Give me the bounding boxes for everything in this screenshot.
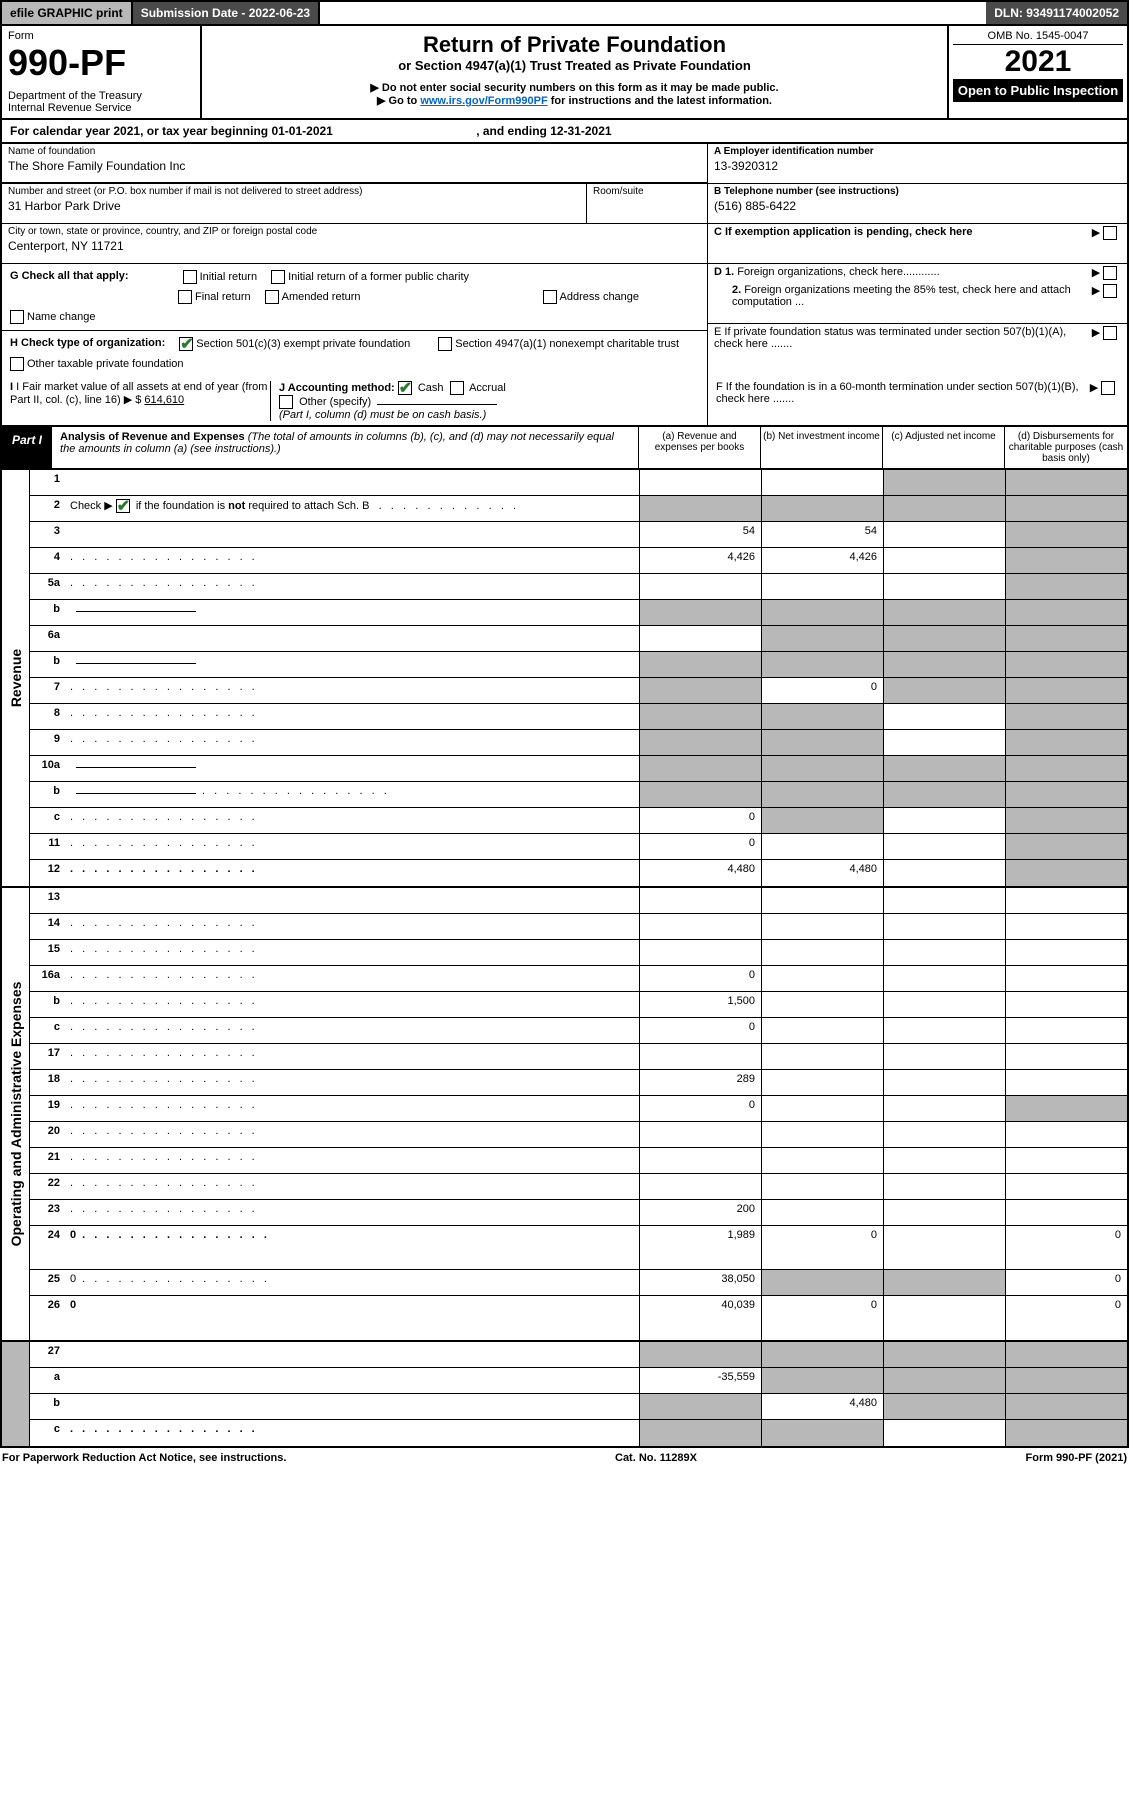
g-checkboxes: G Check all that apply: Initial return I… [2,264,707,331]
chk-d2[interactable] [1103,284,1117,298]
table-row: 6a [30,626,1127,652]
fmv-assets: 614,610 [144,394,184,406]
e-label: E If private foundation status was termi… [714,326,1091,362]
table-row: 14 [30,914,1127,940]
street-address: 31 Harbor Park Drive [8,199,580,213]
table-row: 15 [30,940,1127,966]
top-bar: efile GRAPHIC print Submission Date - 20… [0,0,1129,26]
revenue-table: Revenue 12Check ▶ if the foundation is n… [0,470,1129,888]
chk-other-taxable[interactable] [10,357,24,371]
chk-d1[interactable] [1103,266,1117,280]
table-row: 23200 [30,1200,1127,1226]
table-row: 2401,98900 [30,1226,1127,1270]
irs: Internal Revenue Service [8,102,194,114]
dept: Department of the Treasury [8,90,194,102]
form-label: Form [8,30,194,42]
table-row: 21 [30,1148,1127,1174]
table-row: 8 [30,704,1127,730]
table-row: b [30,600,1127,626]
paperwork-notice: For Paperwork Reduction Act Notice, see … [2,1452,286,1464]
chk-f[interactable] [1101,381,1115,395]
chk-amended-return[interactable] [265,290,279,304]
foundation-name: The Shore Family Foundation Inc [8,159,701,173]
table-row: b [30,652,1127,678]
table-row: 25038,0500 [30,1270,1127,1296]
col-a-hdr: (a) Revenue and expenses per books [639,427,761,468]
bottom-table: 27a-35,559b4,480c [0,1342,1129,1448]
table-row: 27 [30,1342,1127,1368]
table-row: 124,4804,480 [30,860,1127,886]
table-row: b4,480 [30,1394,1127,1420]
page-footer: For Paperwork Reduction Act Notice, see … [0,1448,1129,1468]
chk-exemption-pending[interactable] [1103,226,1117,240]
table-row: 17 [30,1044,1127,1070]
efile-label[interactable]: efile GRAPHIC print [2,2,133,24]
table-row: c [30,1420,1127,1446]
city-state-zip: Centerport, NY 11721 [8,239,701,253]
h-checkboxes: H Check type of organization: Section 50… [2,331,707,377]
ein: 13-3920312 [714,159,1121,173]
form-note2: ▶ Go to www.irs.gov/Form990PF for instru… [208,94,941,107]
table-row: 13 [30,888,1127,914]
omb-no: OMB No. 1545-0047 [953,28,1123,45]
table-row: c0 [30,1018,1127,1044]
part1-header: Part I Analysis of Revenue and Expenses … [0,426,1129,470]
chk-name-change[interactable] [10,310,24,324]
table-row: 35454 [30,522,1127,548]
table-row: 20 [30,1122,1127,1148]
f-label: F If the foundation is in a 60-month ter… [716,381,1089,421]
chk-e[interactable] [1103,326,1117,340]
table-row: 110 [30,834,1127,860]
table-row: 44,4264,426 [30,548,1127,574]
name-addr-cell: Name of foundation The Shore Family Foun… [2,144,707,184]
chk-initial-former[interactable] [271,270,285,284]
table-row: 18289 [30,1070,1127,1096]
expenses-table: Operating and Administrative Expenses 13… [0,888,1129,1342]
period-begin: 01-01-2021 [271,124,332,138]
table-row: 2Check ▶ if the foundation is not requir… [30,496,1127,522]
form-number: 990-PF [8,42,194,84]
table-row: 5a [30,574,1127,600]
col-d-hdr: (d) Disbursements for charitable purpose… [1005,427,1127,468]
table-row: 26040,03900 [30,1296,1127,1340]
telephone: (516) 885-6422 [714,199,1121,213]
table-row: 190 [30,1096,1127,1122]
chk-501c3[interactable] [179,337,193,351]
form-note1: ▶ Do not enter social security numbers o… [208,81,941,94]
table-row: c0 [30,808,1127,834]
chk-other-method[interactable] [279,395,293,409]
form-header: Form 990-PF Department of the Treasury I… [0,26,1129,120]
table-row: 1 [30,470,1127,496]
period-row: For calendar year 2021, or tax year begi… [0,120,1129,144]
col-c-hdr: (c) Adjusted net income [883,427,1005,468]
table-row: 16a0 [30,966,1127,992]
submission-date: Submission Date - 2022-06-23 [133,2,320,24]
dln: DLN: 93491174002052 [986,2,1127,24]
table-row: 70 [30,678,1127,704]
chk-4947a1[interactable] [438,337,452,351]
form-ref: Form 990-PF (2021) [1026,1452,1127,1464]
chk-schB[interactable] [116,499,130,513]
period-end: 12-31-2021 [550,124,611,138]
open-inspection: Open to Public Inspection [953,79,1123,102]
chk-final-return[interactable] [178,290,192,304]
table-row: a-35,559 [30,1368,1127,1394]
table-row: b1,500 [30,992,1127,1018]
instructions-link[interactable]: www.irs.gov/Form990PF [420,95,547,107]
cat-no: Cat. No. 11289X [615,1452,697,1464]
col-b-hdr: (b) Net investment income [761,427,883,468]
chk-address-change[interactable] [543,290,557,304]
info-grid: Name of foundation The Shore Family Foun… [0,144,1129,377]
chk-cash[interactable] [398,381,412,395]
chk-accrual[interactable] [450,381,464,395]
table-row: 22 [30,1174,1127,1200]
form-title: Return of Private Foundation [208,32,941,58]
table-row: 9 [30,730,1127,756]
form-subtitle: or Section 4947(a)(1) Trust Treated as P… [208,58,941,73]
table-row: b [30,782,1127,808]
c-label: C If exemption application is pending, c… [714,226,973,238]
chk-initial-return[interactable] [183,270,197,284]
table-row: 10a [30,756,1127,782]
tax-year: 2021 [953,45,1123,79]
